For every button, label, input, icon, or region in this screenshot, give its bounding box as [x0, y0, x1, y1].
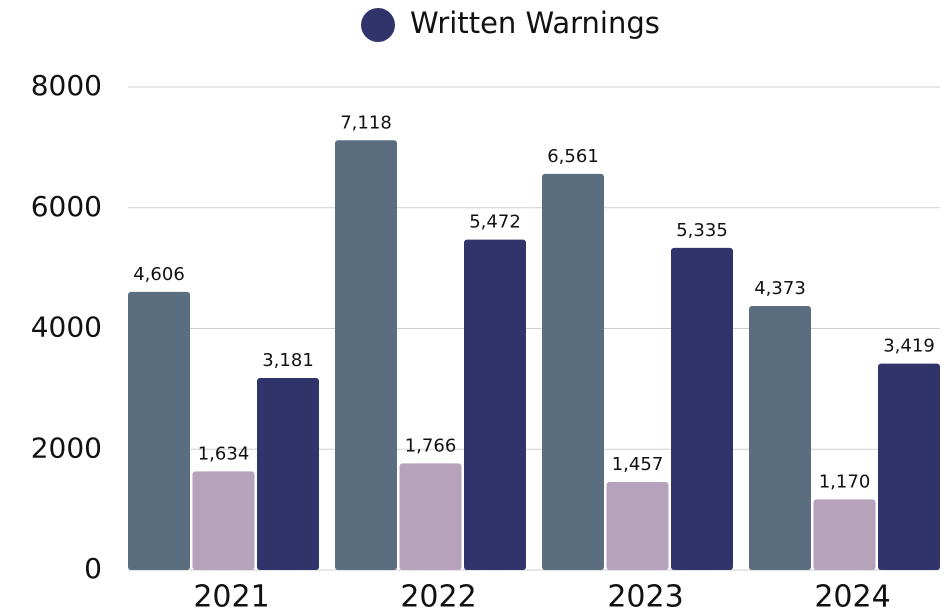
- bar: [399, 463, 462, 570]
- bar: [749, 305, 811, 570]
- bar: [128, 291, 190, 570]
- value-label: 4,373: [754, 278, 806, 299]
- bar: [464, 239, 526, 571]
- x-tick-label: 2021: [193, 580, 269, 615]
- value-label: 5,335: [676, 220, 728, 241]
- bar: [606, 482, 669, 570]
- value-label: 1,170: [819, 471, 871, 492]
- bar: [192, 471, 255, 570]
- bar: [878, 363, 940, 570]
- value-label: 6,561: [547, 146, 599, 167]
- value-label: 1,634: [198, 443, 250, 464]
- value-label: 3,419: [883, 336, 935, 357]
- legend-label: Written Warnings: [410, 6, 660, 40]
- value-label: 1,766: [405, 435, 457, 456]
- y-tick-label: 2000: [31, 431, 102, 464]
- x-tick-label: 2023: [607, 580, 683, 615]
- y-tick-label: 4000: [31, 311, 102, 344]
- value-label: 7,118: [340, 112, 392, 133]
- y-tick-label: 0: [84, 552, 102, 585]
- bar: [257, 377, 319, 570]
- bar: [671, 247, 733, 571]
- bar: [335, 140, 397, 571]
- y-tick-label: 6000: [31, 190, 102, 223]
- x-tick-label: 2024: [814, 580, 890, 615]
- x-tick-label: 2022: [400, 580, 476, 615]
- y-tick-label: 8000: [31, 69, 102, 102]
- value-label: 1,457: [612, 454, 664, 475]
- bar: [813, 499, 876, 570]
- value-label: 4,606: [133, 264, 185, 285]
- bar: [542, 173, 604, 570]
- value-label: 5,472: [469, 212, 521, 233]
- legend-marker: [361, 8, 395, 42]
- value-label: 3,181: [262, 350, 314, 371]
